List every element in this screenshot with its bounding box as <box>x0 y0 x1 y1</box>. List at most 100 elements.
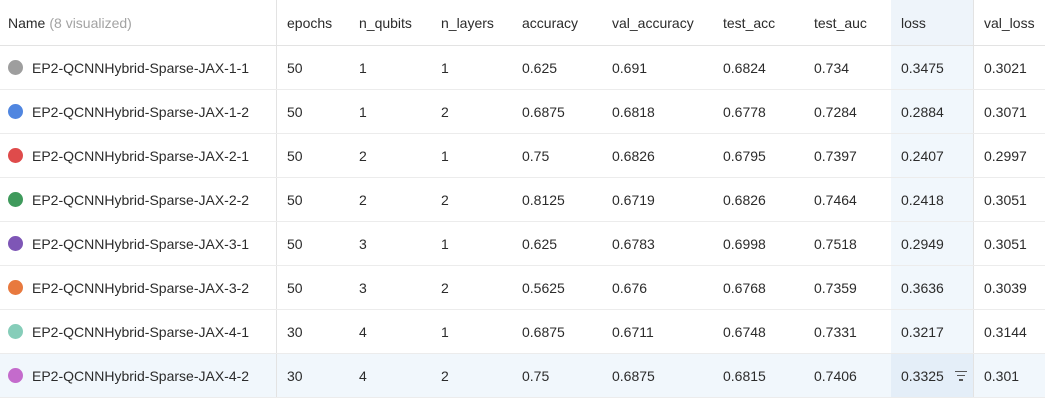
run-name-cell[interactable]: EP2-QCNNHybrid-Sparse-JAX-1-2 <box>0 90 277 133</box>
run-name-cell[interactable]: EP2-QCNNHybrid-Sparse-JAX-4-2 <box>0 354 277 397</box>
cell-val-accuracy: 0.6711 <box>612 323 654 340</box>
table-row[interactable]: EP2-QCNNHybrid-Sparse-JAX-4-2 30 4 2 0.75 0.6… <box>0 354 1045 398</box>
cell-test-auc: 0.7406 <box>814 367 857 384</box>
column-header-loss[interactable]: loss <box>891 0 973 45</box>
cell-val-accuracy: 0.6818 <box>612 103 655 120</box>
cell-n-layers: 1 <box>441 235 449 252</box>
cell-accuracy: 0.6875 <box>522 103 565 120</box>
cell-epochs: 50 <box>287 235 303 252</box>
cell-accuracy: 0.625 <box>522 235 558 252</box>
cell-n-qubits: 4 <box>359 323 367 340</box>
cell-val-loss: 0.3051 <box>973 222 1045 265</box>
run-color-swatch[interactable] <box>8 148 23 163</box>
cell-val-loss: 0.301 <box>973 354 1045 397</box>
table-row[interactable]: EP2-QCNNHybrid-Sparse-JAX-4-1 30 4 1 0.6875 0… <box>0 310 1045 354</box>
run-name[interactable]: EP2-QCNNHybrid-Sparse-JAX-1-1 <box>32 59 250 76</box>
cell-n-layers: 2 <box>441 367 449 384</box>
run-name[interactable]: EP2-QCNNHybrid-Sparse-JAX-2-2 <box>32 191 250 208</box>
table-row[interactable]: EP2-QCNNHybrid-Sparse-JAX-1-1 50 1 1 0.625 0.… <box>0 46 1045 90</box>
table-row[interactable]: EP2-QCNNHybrid-Sparse-JAX-1-2 50 1 2 0.6875 0… <box>0 90 1045 134</box>
cell-accuracy: 0.75 <box>522 147 550 164</box>
table-row[interactable]: EP2-QCNNHybrid-Sparse-JAX-3-2 50 3 2 0.5625 0… <box>0 266 1045 310</box>
run-name[interactable]: EP2-QCNNHybrid-Sparse-JAX-1-2 <box>32 103 250 120</box>
cell-val-loss: 0.2997 <box>973 134 1045 177</box>
run-name[interactable]: EP2-QCNNHybrid-Sparse-JAX-4-2 <box>32 367 250 384</box>
cell-accuracy: 0.5625 <box>522 279 565 296</box>
cell-val-accuracy: 0.6783 <box>612 235 655 252</box>
cell-loss: 0.2949 <box>891 222 973 265</box>
column-header-epochs[interactable]: epochs <box>287 14 333 31</box>
run-name-cell[interactable]: EP2-QCNNHybrid-Sparse-JAX-2-1 <box>0 134 277 177</box>
column-header-n-layers[interactable]: n_layers <box>441 14 494 31</box>
column-header-name[interactable]: Name (8 visualized) <box>0 0 277 45</box>
column-header-test-acc[interactable]: test_acc <box>723 14 776 31</box>
run-name[interactable]: EP2-QCNNHybrid-Sparse-JAX-4-1 <box>32 323 250 340</box>
cell-n-qubits: 1 <box>359 59 367 76</box>
table-row[interactable]: EP2-QCNNHybrid-Sparse-JAX-2-2 50 2 2 0.8125 0… <box>0 178 1045 222</box>
cell-test-acc: 0.6768 <box>723 279 766 296</box>
cell-val-loss: 0.3021 <box>973 46 1045 89</box>
cell-test-acc: 0.6778 <box>723 103 766 120</box>
cell-val-accuracy: 0.6826 <box>612 147 655 164</box>
run-color-swatch[interactable] <box>8 368 23 383</box>
table-row[interactable]: EP2-QCNNHybrid-Sparse-JAX-2-1 50 2 1 0.75 0.6… <box>0 134 1045 178</box>
cell-test-auc: 0.7518 <box>814 235 857 252</box>
cell-test-auc: 0.7331 <box>814 323 857 340</box>
cell-val-accuracy: 0.6875 <box>612 367 655 384</box>
cell-n-layers: 1 <box>441 323 449 340</box>
run-name-cell[interactable]: EP2-QCNNHybrid-Sparse-JAX-1-1 <box>0 46 277 89</box>
cell-n-qubits: 1 <box>359 103 367 120</box>
cell-epochs: 50 <box>287 147 303 164</box>
cell-n-layers: 1 <box>441 59 449 76</box>
table-row[interactable]: EP2-QCNNHybrid-Sparse-JAX-3-1 50 3 1 0.625 0.… <box>0 222 1045 266</box>
cell-epochs: 30 <box>287 323 303 340</box>
run-color-swatch[interactable] <box>8 104 23 119</box>
cell-accuracy: 0.75 <box>522 367 550 384</box>
table-header: Name (8 visualized) epochs n_qubits n_la… <box>0 0 1045 46</box>
column-header-test-auc[interactable]: test_auc <box>814 14 867 31</box>
visualized-count: (8 visualized) <box>49 14 132 31</box>
cell-loss: 0.3636 <box>891 266 973 309</box>
column-header-val-loss[interactable]: val_loss <box>973 0 1045 45</box>
cell-val-loss: 0.3071 <box>973 90 1045 133</box>
cell-val-loss: 0.3051 <box>973 178 1045 221</box>
run-name[interactable]: EP2-QCNNHybrid-Sparse-JAX-2-1 <box>32 147 250 164</box>
column-header-name-label: Name <box>8 14 46 31</box>
cell-loss: 0.2884 <box>891 90 973 133</box>
column-header-val-accuracy[interactable]: val_accuracy <box>612 14 694 31</box>
cell-val-loss: 0.3039 <box>973 266 1045 309</box>
run-name[interactable]: EP2-QCNNHybrid-Sparse-JAX-3-2 <box>32 279 250 296</box>
cell-loss: 0.3217 <box>891 310 973 353</box>
run-name-cell[interactable]: EP2-QCNNHybrid-Sparse-JAX-2-2 <box>0 178 277 221</box>
filter-icon[interactable] <box>955 370 967 381</box>
run-color-swatch[interactable] <box>8 60 23 75</box>
run-color-swatch[interactable] <box>8 324 23 339</box>
cell-val-loss: 0.3144 <box>973 310 1045 353</box>
cell-test-auc: 0.7397 <box>814 147 857 164</box>
cell-epochs: 30 <box>287 367 303 384</box>
run-name-cell[interactable]: EP2-QCNNHybrid-Sparse-JAX-3-2 <box>0 266 277 309</box>
run-name-cell[interactable]: EP2-QCNNHybrid-Sparse-JAX-3-1 <box>0 222 277 265</box>
cell-epochs: 50 <box>287 191 303 208</box>
cell-test-acc: 0.6998 <box>723 235 766 252</box>
run-name[interactable]: EP2-QCNNHybrid-Sparse-JAX-3-1 <box>32 235 250 252</box>
cell-epochs: 50 <box>287 279 303 296</box>
cell-n-qubits: 3 <box>359 235 367 252</box>
cell-accuracy: 0.8125 <box>522 191 565 208</box>
run-name-cell[interactable]: EP2-QCNNHybrid-Sparse-JAX-4-1 <box>0 310 277 353</box>
cell-val-accuracy: 0.6719 <box>612 191 655 208</box>
cell-loss-value: 0.3325 <box>901 367 944 384</box>
cell-n-layers: 2 <box>441 279 449 296</box>
run-color-swatch[interactable] <box>8 236 23 251</box>
cell-test-acc: 0.6824 <box>723 59 766 76</box>
cell-accuracy: 0.625 <box>522 59 558 76</box>
cell-test-acc: 0.6815 <box>723 367 766 384</box>
run-color-swatch[interactable] <box>8 192 23 207</box>
column-header-n-qubits[interactable]: n_qubits <box>359 14 412 31</box>
cell-accuracy: 0.6875 <box>522 323 565 340</box>
column-header-accuracy[interactable]: accuracy <box>522 14 579 31</box>
cell-loss: 0.3475 <box>891 46 973 89</box>
cell-loss: 0.2418 <box>891 178 973 221</box>
run-color-swatch[interactable] <box>8 280 23 295</box>
